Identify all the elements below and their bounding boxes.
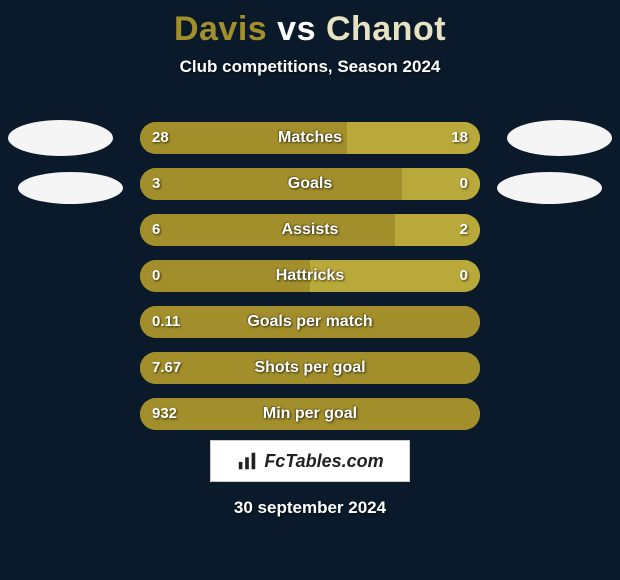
stat-fill-left <box>140 398 480 430</box>
stat-row-goals-per-match: 0.11Goals per match <box>140 306 480 338</box>
player-avatar-left-top <box>8 120 113 156</box>
stat-fill-left <box>140 306 480 338</box>
player-avatar-left-bottom <box>18 172 123 204</box>
stat-fill-left <box>140 260 310 292</box>
stat-row-goals: 30Goals <box>140 168 480 200</box>
attribution-text: FcTables.com <box>264 451 383 472</box>
bar-chart-icon <box>236 450 258 472</box>
stat-fill-left <box>140 122 347 154</box>
subtitle: Club competitions, Season 2024 <box>0 57 620 77</box>
stats-bars: 2818Matches 30Goals 62Assists 00Hattricks 0.… <box>140 122 480 444</box>
stat-row-shots-per-goal: 7.67Shots per goal <box>140 352 480 384</box>
stat-fill-left <box>140 168 402 200</box>
title-right-name: Chanot <box>326 10 446 48</box>
stat-row-min-per-goal: 932Min per goal <box>140 398 480 430</box>
player-avatar-right-top <box>507 120 612 156</box>
stat-fill-right <box>347 122 480 154</box>
title-vs: vs <box>277 10 316 48</box>
title-separator2 <box>316 10 326 48</box>
stat-fill-right <box>310 260 480 292</box>
page-title: Davis vs Chanot <box>0 0 620 49</box>
stat-fill-left <box>140 352 480 384</box>
stat-fill-right <box>402 168 480 200</box>
stat-row-hattricks: 00Hattricks <box>140 260 480 292</box>
date-text: 30 september 2024 <box>0 498 620 518</box>
player-avatar-right-bottom <box>497 172 602 204</box>
title-left-name: Davis <box>174 10 267 48</box>
stat-fill-right <box>395 214 480 246</box>
stat-fill-left <box>140 214 395 246</box>
stat-row-matches: 2818Matches <box>140 122 480 154</box>
stat-row-assists: 62Assists <box>140 214 480 246</box>
attribution-logo: FcTables.com <box>210 440 410 482</box>
